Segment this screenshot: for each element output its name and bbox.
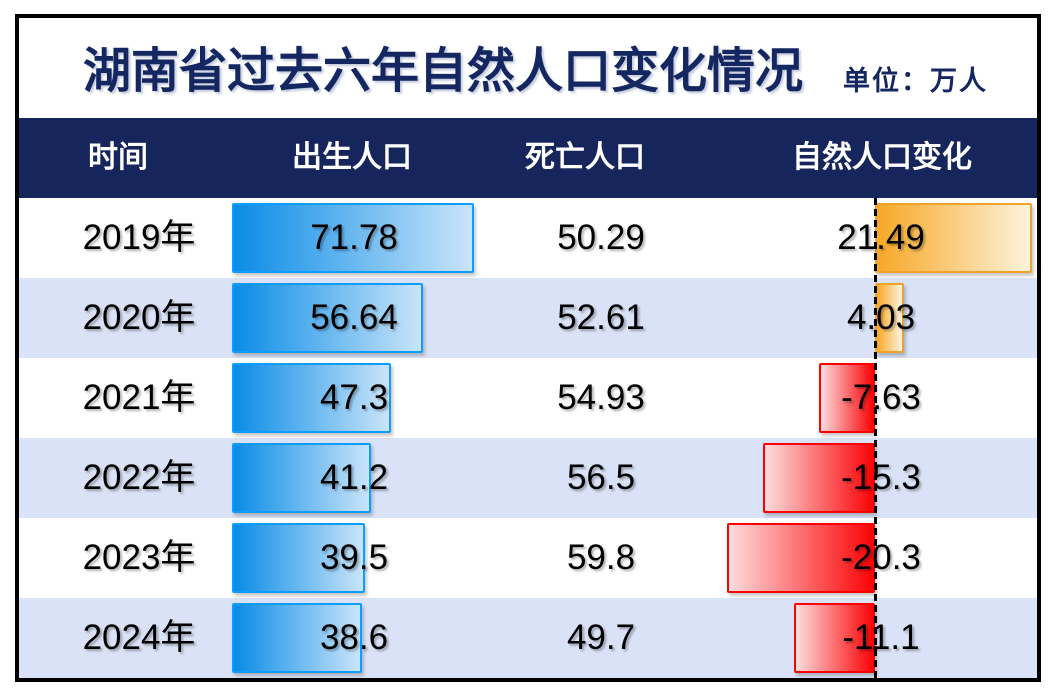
birth-population-bar — [232, 443, 371, 513]
birth-population-bar — [232, 603, 363, 673]
change-value: -20.3 — [841, 538, 921, 577]
change-value: 4.03 — [846, 298, 916, 337]
year-label: 2020年 — [82, 298, 196, 337]
column-header-births: 出生人口 — [292, 141, 412, 174]
death-value: 56.5 — [566, 458, 636, 497]
death-value: 49.7 — [566, 618, 636, 657]
chart-card: 湖南省过去六年自然人口变化情况 单位：万人 时间 出生人口 死亡人口 自然人口变… — [15, 14, 1041, 682]
table-body: 2019年 71.78 50.29 21.49 2020年 56.64 52.61 4.03 2… — [19, 198, 1037, 678]
table-row: 2020年 56.64 52.61 4.03 — [19, 278, 1037, 358]
birth-population-bar — [232, 363, 392, 433]
birth-value: 56.64 — [310, 298, 398, 337]
birth-population-bar — [232, 523, 366, 593]
year-label: 2022年 — [82, 458, 196, 497]
year-label: 2019年 — [82, 218, 196, 257]
birth-population-bar — [232, 283, 423, 353]
death-value: 54.93 — [557, 378, 645, 417]
zero-axis-dashed-line — [874, 198, 877, 678]
change-value: 21.49 — [837, 218, 925, 257]
change-value: -15.3 — [841, 458, 921, 497]
table-header: 时间 出生人口 死亡人口 自然人口变化 — [19, 118, 1037, 198]
birth-value: 71.78 — [310, 218, 398, 257]
table-row: 2019年 71.78 50.29 21.49 — [19, 198, 1037, 278]
year-label: 2021年 — [82, 378, 196, 417]
column-header-time: 时间 — [88, 141, 148, 174]
year-label: 2024年 — [82, 618, 196, 657]
birth-value: 38.6 — [319, 618, 389, 657]
change-bar-negative — [763, 443, 875, 513]
birth-value: 47.3 — [319, 378, 389, 417]
death-value: 50.29 — [557, 218, 645, 257]
death-value: 59.8 — [566, 538, 636, 577]
change-bar-negative — [819, 363, 875, 433]
column-header-change: 自然人口变化 — [792, 141, 972, 174]
change-bar-positive — [875, 283, 905, 353]
birth-population-bar — [232, 203, 474, 273]
table-row: 2021年 47.3 54.93 -7.63 — [19, 358, 1037, 438]
title-bar: 湖南省过去六年自然人口变化情况 单位：万人 — [19, 18, 1037, 118]
column-header-deaths: 死亡人口 — [525, 141, 645, 174]
change-value: -11.1 — [842, 618, 920, 657]
table-row: 2023年 39.5 59.8 -20.3 — [19, 518, 1037, 598]
table-row: 2024年 38.6 49.7 -11.1 — [19, 598, 1037, 678]
change-bar-negative — [726, 523, 875, 593]
birth-value: 41.2 — [319, 458, 389, 497]
birth-value: 39.5 — [319, 538, 389, 577]
death-value: 52.61 — [557, 298, 645, 337]
unit-label: 单位：万人 — [843, 66, 988, 96]
chart-title: 湖南省过去六年自然人口变化情况 — [83, 45, 804, 98]
change-value: -7.63 — [841, 378, 921, 417]
change-bar-positive — [875, 203, 1032, 273]
year-label: 2023年 — [82, 538, 196, 577]
change-bar-negative — [793, 603, 875, 673]
table-row: 2022年 41.2 56.5 -15.3 — [19, 438, 1037, 518]
